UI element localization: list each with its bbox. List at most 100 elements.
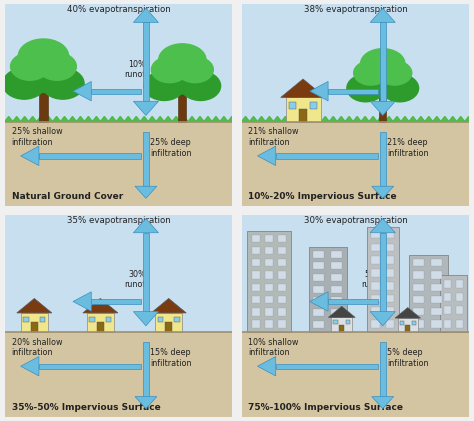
Bar <box>456 280 464 288</box>
Polygon shape <box>385 117 393 122</box>
Polygon shape <box>132 117 140 122</box>
Text: 21% shallow
infiltration: 21% shallow infiltration <box>248 128 299 147</box>
Bar <box>385 320 394 328</box>
Polygon shape <box>417 117 425 122</box>
Bar <box>385 307 394 315</box>
Bar <box>242 4 469 122</box>
Polygon shape <box>45 117 53 122</box>
Polygon shape <box>148 117 156 122</box>
Bar <box>413 296 424 303</box>
Bar <box>371 256 380 264</box>
Bar <box>413 259 424 266</box>
Bar <box>385 231 394 238</box>
Polygon shape <box>109 117 116 122</box>
Text: 25% shallow
infiltration: 25% shallow infiltration <box>11 128 62 147</box>
Bar <box>331 317 352 332</box>
Bar <box>398 318 418 332</box>
Bar <box>371 243 380 251</box>
Polygon shape <box>393 117 401 122</box>
Polygon shape <box>17 298 52 313</box>
Bar <box>440 275 467 332</box>
Polygon shape <box>135 186 157 198</box>
Polygon shape <box>328 306 355 317</box>
Polygon shape <box>395 308 420 318</box>
Bar <box>289 102 296 109</box>
Polygon shape <box>196 117 204 122</box>
Text: 10% shallow
infiltration: 10% shallow infiltration <box>248 338 299 357</box>
Polygon shape <box>372 186 394 198</box>
Bar <box>409 255 447 332</box>
Bar <box>276 153 378 159</box>
Polygon shape <box>172 117 180 122</box>
Bar <box>252 272 260 279</box>
Bar <box>242 332 469 417</box>
Polygon shape <box>265 117 273 122</box>
Bar <box>380 132 386 186</box>
Polygon shape <box>372 397 394 409</box>
Polygon shape <box>13 117 21 122</box>
Bar <box>20 313 48 332</box>
Polygon shape <box>313 117 321 122</box>
Polygon shape <box>156 117 164 122</box>
Polygon shape <box>282 117 289 122</box>
Bar <box>310 102 317 109</box>
Bar <box>328 88 378 94</box>
Bar <box>252 259 260 266</box>
Bar <box>285 97 320 122</box>
Polygon shape <box>257 357 276 376</box>
Bar <box>265 272 273 279</box>
Polygon shape <box>228 117 236 122</box>
Text: 21% deep
infiltration: 21% deep infiltration <box>387 138 429 157</box>
Bar <box>265 259 273 266</box>
Ellipse shape <box>151 57 188 83</box>
Bar <box>331 286 341 293</box>
Polygon shape <box>370 101 395 115</box>
Polygon shape <box>133 8 158 22</box>
Ellipse shape <box>354 61 388 85</box>
Text: 30% evapotranspiration: 30% evapotranspiration <box>303 216 407 224</box>
Polygon shape <box>370 218 395 233</box>
Polygon shape <box>21 357 39 376</box>
Polygon shape <box>370 8 395 22</box>
Bar <box>371 282 380 290</box>
Polygon shape <box>53 117 61 122</box>
Bar <box>331 321 341 328</box>
Ellipse shape <box>177 57 213 83</box>
Bar <box>5 332 232 417</box>
Text: 20% shallow
infiltration: 20% shallow infiltration <box>11 338 62 357</box>
Bar <box>313 262 324 269</box>
Polygon shape <box>369 117 377 122</box>
Bar <box>23 317 29 322</box>
Polygon shape <box>188 117 196 122</box>
Ellipse shape <box>155 59 210 94</box>
Polygon shape <box>116 117 124 122</box>
Polygon shape <box>92 117 100 122</box>
Polygon shape <box>220 117 228 122</box>
Polygon shape <box>83 298 118 313</box>
Polygon shape <box>361 117 369 122</box>
Bar <box>385 282 394 290</box>
Polygon shape <box>73 82 91 101</box>
Polygon shape <box>297 117 305 122</box>
Polygon shape <box>204 117 212 122</box>
Bar <box>40 317 45 322</box>
Bar <box>309 247 347 332</box>
Bar <box>339 325 345 332</box>
Bar <box>456 306 464 314</box>
Ellipse shape <box>347 75 384 102</box>
Bar <box>31 322 38 332</box>
Polygon shape <box>84 117 92 122</box>
Bar <box>431 296 442 303</box>
Bar <box>265 308 273 316</box>
Polygon shape <box>401 117 409 122</box>
Text: Natural Ground Cover: Natural Ground Cover <box>11 192 123 201</box>
Polygon shape <box>329 117 337 122</box>
Bar <box>252 284 260 291</box>
Text: 30%
runoff: 30% runoff <box>125 270 149 289</box>
Bar <box>265 284 273 291</box>
Bar <box>444 306 451 314</box>
Bar <box>313 286 324 293</box>
Bar <box>413 283 424 291</box>
Bar <box>252 247 260 254</box>
Bar <box>5 4 232 122</box>
